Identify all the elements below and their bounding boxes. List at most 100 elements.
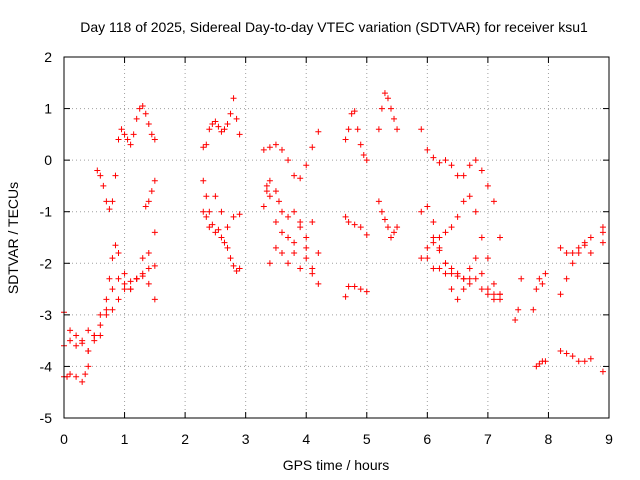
data-point [139,102,146,109]
series-sat-u [418,126,503,241]
data-point [424,146,431,153]
data-point [448,224,455,231]
x-tick-label: 1 [121,431,129,447]
data-point [466,265,473,272]
data-point [103,296,110,303]
data-point [599,239,606,246]
data-point [103,311,110,318]
data-point [106,206,113,213]
data-point [315,249,322,256]
data-point [391,229,398,236]
data-point [145,265,152,272]
data-point [563,350,570,357]
plot-frame [63,56,610,419]
data-point [569,260,576,267]
data-point [384,224,391,231]
chart-title: Day 118 of 2025, Sidereal Day-to-day VTE… [80,19,588,35]
data-point [533,363,540,370]
data-points [61,90,606,385]
data-point [448,286,455,293]
data-point [109,198,116,205]
data-point [448,162,455,169]
data-point [291,208,298,215]
data-point [557,291,564,298]
data-point [430,234,437,241]
data-point [309,265,316,272]
data-point [145,198,152,205]
data-point [436,159,443,166]
data-point [563,275,570,282]
series-sat-ae [557,242,594,256]
x-tick-labels: 0 1 2 3 4 5 6 7 8 9 [60,431,613,447]
data-point [279,208,285,215]
data-point [85,347,92,354]
series-sat-f [94,167,119,213]
data-point [151,136,158,143]
data-point [418,208,425,215]
data-point [127,286,134,293]
x-tick-label: 9 [605,431,613,447]
data-point [378,208,385,215]
data-point [484,291,491,298]
data-point [466,162,473,169]
data-point [124,136,131,143]
data-point [557,347,564,354]
data-point [497,296,503,303]
data-point [345,283,352,290]
data-point [303,244,310,251]
data-point [272,141,279,148]
data-point [436,234,443,241]
data-point [260,146,267,153]
data-point [212,118,219,125]
data-point [442,157,449,164]
y-tick-label: -4 [40,358,53,374]
x-tick-label: 3 [242,431,250,447]
y-tick-label: 0 [44,152,52,168]
data-point [121,286,128,293]
data-point [148,131,155,138]
data-point [357,224,364,231]
data-point [388,234,394,241]
data-point [145,121,152,128]
data-point [91,332,98,339]
data-point [209,221,216,228]
data-point [575,358,582,365]
data-point [230,213,237,220]
data-point [279,249,285,256]
x-tick-label: 8 [545,431,553,447]
x-tick-label: 5 [363,431,371,447]
data-point [109,286,116,293]
data-point [442,270,449,277]
data-point [418,126,425,133]
data-point [536,360,543,367]
data-point [133,115,140,122]
y-tick-labels: -5 -4 -3 -2 -1 0 1 2 [40,49,53,426]
data-point [315,128,322,135]
data-point [224,224,231,231]
data-point [478,167,485,174]
data-point [148,188,155,195]
data-point [206,224,213,231]
data-point [363,231,370,238]
data-point [230,262,237,269]
data-point [309,270,316,277]
data-point [142,203,149,210]
data-point [272,244,279,251]
data-point [599,224,606,231]
data-point [575,249,582,256]
data-point [394,126,401,133]
data-point [587,355,594,362]
data-point [512,317,519,324]
data-point [360,151,367,158]
series-sat-q [342,283,370,300]
data-point [121,280,128,287]
data-point [224,244,231,251]
y-axis-label: SDTVAR / TECUs [5,182,21,294]
series-sat-k [200,193,243,231]
data-point [351,221,358,228]
data-point [263,182,270,189]
data-point [73,342,80,349]
data-point [230,95,237,102]
data-point [100,182,107,189]
